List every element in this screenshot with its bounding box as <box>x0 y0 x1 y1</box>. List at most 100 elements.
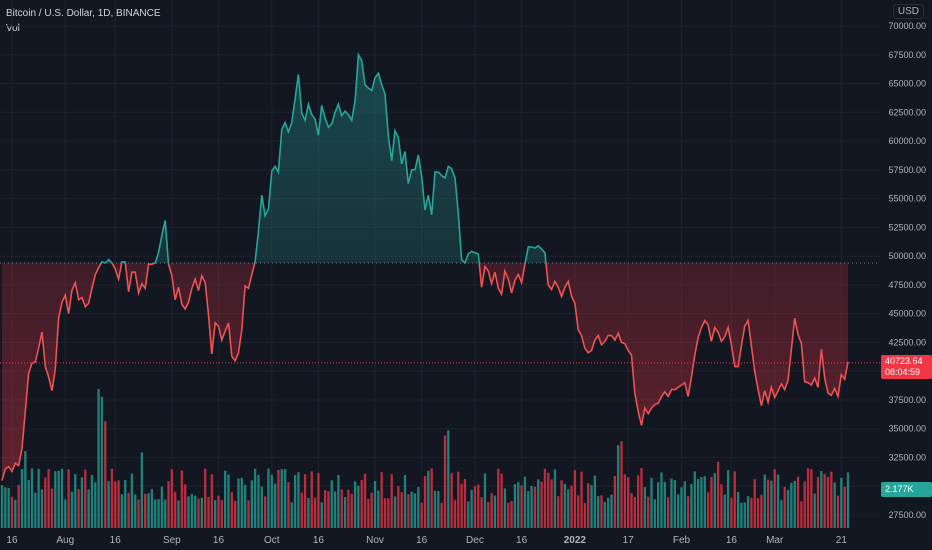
y-tick-label: 47500.00 <box>888 280 926 290</box>
volume-bar <box>743 502 746 528</box>
volume-bar <box>696 479 700 528</box>
last-price-tag: 40723.64 08:04:59 <box>881 354 932 379</box>
volume-bar <box>487 502 490 528</box>
volume-bar <box>20 469 24 528</box>
volume-bar <box>433 490 437 528</box>
y-tick-label: 27500.00 <box>888 510 926 520</box>
volume-bar <box>617 445 620 528</box>
volume-bar <box>154 499 157 528</box>
volume-bar <box>230 492 233 528</box>
volume-bar <box>683 481 686 528</box>
x-tick-label: 16 <box>110 535 122 546</box>
volume-bar <box>733 471 736 528</box>
volume-bar <box>703 476 706 528</box>
volume-bar <box>243 484 247 528</box>
y-tick-label: 57500.00 <box>888 165 926 175</box>
volume-bar <box>656 482 660 528</box>
volume-bar <box>560 480 563 528</box>
y-tick-label: 37500.00 <box>888 395 926 405</box>
volume-bar <box>144 493 147 528</box>
volume-bar <box>390 474 393 528</box>
volume-bar <box>74 474 77 528</box>
volume-bar <box>730 497 733 528</box>
volume-bar <box>690 483 693 528</box>
symbol-title[interactable]: Bitcoin / U.S. Dollar, 1D, BINANCE <box>6 8 161 19</box>
volume-bar <box>70 491 74 528</box>
chart-legend: Bitcoin / U.S. Dollar, 1D, BINANCE Vol <box>6 6 161 36</box>
volume-bar <box>580 471 583 528</box>
volume-bar <box>17 484 20 528</box>
volume-bar <box>680 487 683 528</box>
volume-bar <box>716 461 720 528</box>
volume-bar <box>443 435 447 528</box>
volume-bar <box>507 502 510 528</box>
volume-bar <box>114 481 117 528</box>
volume-bar <box>97 389 100 528</box>
volume-bar <box>273 483 277 528</box>
x-tick-label: 16 <box>726 535 738 546</box>
volume-bar <box>380 472 383 528</box>
volume-bar <box>47 469 50 528</box>
volume-bar <box>540 481 543 528</box>
volume-bar <box>190 494 194 528</box>
volume-bar <box>806 468 810 528</box>
volume-bar <box>370 492 373 528</box>
volume-bar <box>706 492 710 528</box>
volume-bar <box>184 484 187 528</box>
volume-bar <box>124 479 127 528</box>
volume-bar <box>833 482 836 528</box>
volume-bar <box>793 480 796 528</box>
volume-bar <box>740 502 743 528</box>
volume-bar <box>756 498 760 528</box>
volume-bar <box>94 482 97 528</box>
volume-bar <box>813 493 816 528</box>
price-line-up[interactable] <box>2 52 848 481</box>
volume-bar <box>447 430 450 528</box>
y-tick-label: 52500.00 <box>888 222 926 232</box>
volume-bar <box>187 496 190 528</box>
volume-bar <box>663 482 666 528</box>
x-tick-label: Oct <box>264 535 280 546</box>
volume-bar <box>167 481 170 528</box>
volume-indicator-label[interactable]: Vol <box>6 23 20 34</box>
volume-bar <box>577 495 580 528</box>
volume-bar <box>450 472 453 528</box>
volume-bar <box>763 474 766 528</box>
y-tick-label: 70000.00 <box>888 21 926 31</box>
volume-bar <box>800 501 803 528</box>
volume-bar <box>627 477 630 528</box>
y-tick-label: 45000.00 <box>888 309 926 319</box>
volume-bar <box>54 471 57 528</box>
last-volume-tag: 2.177K <box>881 482 932 497</box>
volume-bar <box>830 471 833 528</box>
volume-bar <box>4 487 7 528</box>
volume-bar <box>7 487 10 528</box>
volume-bar <box>323 490 327 528</box>
volume-bar <box>490 493 493 528</box>
volume-bar <box>836 495 840 528</box>
volume-bar <box>437 491 440 528</box>
volume-bar <box>620 441 623 528</box>
volume-bar <box>134 494 137 528</box>
volume-bar <box>480 497 483 528</box>
x-tick-label: 17 <box>623 535 635 546</box>
volume-bar <box>477 484 480 528</box>
volume-bar <box>240 477 243 528</box>
volume-bar <box>613 476 617 528</box>
volume-bar <box>327 491 330 528</box>
volume-bar <box>723 494 726 528</box>
area-above-baseline <box>2 54 848 264</box>
volume-bar <box>10 496 14 528</box>
price-line-down[interactable] <box>1 55 849 481</box>
volume-bar <box>503 488 507 528</box>
volume-bar <box>786 489 790 528</box>
volume-bar <box>520 485 523 528</box>
volume-bar <box>650 477 653 528</box>
volume-bar <box>630 493 633 528</box>
volume-bar <box>750 497 753 528</box>
volume-bar <box>610 494 613 528</box>
y-tick-label: 62500.00 <box>888 107 926 117</box>
volume-bar <box>30 468 34 528</box>
currency-label[interactable]: USD <box>892 4 924 19</box>
